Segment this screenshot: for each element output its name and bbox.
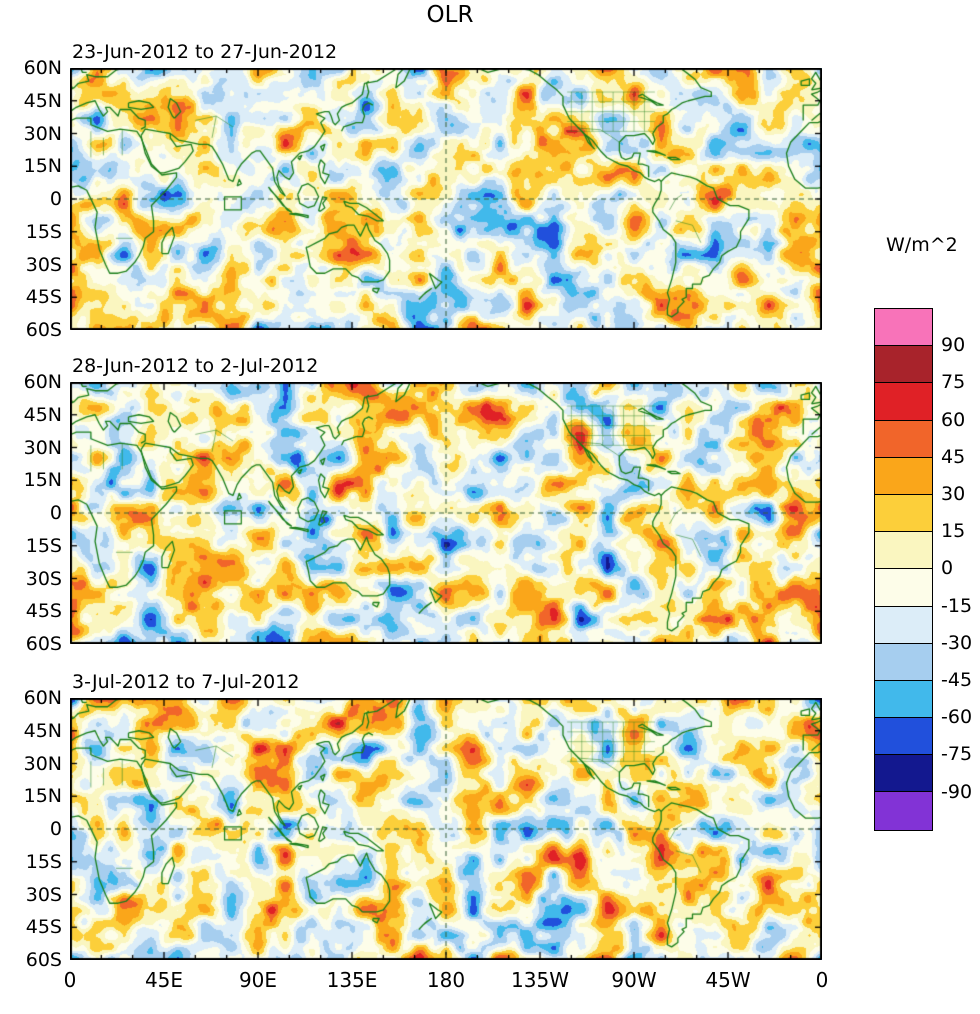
x-tick-label: 180: [426, 968, 466, 992]
y-tick-label: 60S: [25, 949, 62, 971]
y-tick-label: 45S: [25, 286, 62, 309]
y-tick-label: 0: [49, 502, 62, 524]
panel-title: 28-Jun-2012 to 2-Jul-2012: [72, 355, 319, 377]
y-tick-label: 60N: [23, 371, 62, 393]
colorbar-swatch: [875, 494, 932, 533]
colorbar-tick-label: 30: [941, 483, 966, 505]
y-tick-label: 15N: [23, 469, 62, 492]
x-tick-label: 90W: [611, 968, 657, 992]
y-tick-label: 30N: [23, 122, 62, 145]
x-tick-label: 135E: [326, 968, 378, 992]
figure-title: OLR: [426, 2, 474, 28]
y-tick-label: 15N: [23, 785, 62, 808]
colorbar-swatch: [875, 755, 932, 793]
y-tick-label: 60S: [25, 319, 62, 341]
colorbar-swatch: [875, 569, 932, 607]
y-tick-label: 45S: [25, 916, 62, 939]
y-tick-label: 15S: [25, 534, 62, 557]
colorbar-tick-label: -75: [941, 743, 973, 766]
colorbar-swatch: [875, 718, 932, 756]
colorbar-swatch: [875, 383, 932, 421]
y-tick-label: 60N: [23, 57, 62, 79]
colorbar-tick-label: -45: [941, 669, 973, 691]
colorbar-tick-label: 60: [941, 408, 966, 431]
x-tick-label: 135W: [511, 968, 569, 992]
colorbar-swatch: [875, 457, 932, 495]
x-tick-label: 90E: [238, 968, 278, 992]
x-tick-label: 45W: [705, 968, 751, 992]
colorbar-tick-label: -15: [941, 594, 973, 617]
colorbar-tick-label: -30: [941, 631, 973, 654]
y-tick-label: 30S: [25, 883, 62, 906]
y-tick-label: 60N: [23, 687, 62, 709]
colorbar-tick-label: 15: [941, 520, 966, 543]
y-tick-label: 15S: [25, 220, 62, 243]
panel-title: 3-Jul-2012 to 7-Jul-2012: [72, 671, 300, 693]
colorbar-swatch: [875, 532, 932, 570]
y-tick-label: 0: [49, 818, 62, 840]
y-tick-label: 15N: [23, 155, 62, 178]
colorbar-swatch: [875, 606, 932, 644]
colorbar-tick-label: 0: [941, 557, 954, 580]
colorbar-tick-label: -60: [941, 706, 973, 729]
colorbar-tick-label: 75: [941, 371, 966, 394]
colorbar-swatch: [875, 420, 932, 458]
y-tick-label: 60S: [25, 633, 62, 655]
map-canvas-1: [70, 68, 822, 330]
colorbar-swatches: [874, 308, 933, 831]
x-tick-label: 45E: [144, 968, 184, 992]
colorbar-swatch: [875, 680, 932, 719]
colorbar-tick-label: 45: [941, 445, 966, 468]
colorbar-tick-label: -90: [941, 780, 973, 803]
y-tick-label: 15S: [25, 850, 62, 873]
y-tick-label: 30N: [23, 752, 62, 775]
colorbar-tick-label: 90: [941, 334, 966, 357]
y-tick-label: 30S: [25, 567, 62, 590]
panel-title: 23-Jun-2012 to 27-Jun-2012: [72, 41, 338, 63]
y-tick-label: 45N: [23, 719, 62, 742]
colorbar-swatch: [875, 792, 932, 830]
y-tick-label: 45N: [23, 89, 62, 112]
y-tick-label: 30S: [25, 253, 62, 276]
colorbar-swatch: [875, 309, 932, 347]
y-tick-label: 45N: [23, 403, 62, 426]
colorbar-units-label: W/m^2: [886, 234, 958, 256]
map-canvas-3: [70, 698, 822, 960]
colorbar-swatch: [875, 643, 932, 681]
x-tick-label: 0: [815, 968, 829, 992]
map-canvas-2: [70, 382, 822, 644]
x-tick-label: 0: [63, 968, 77, 992]
y-tick-label: 0: [49, 188, 62, 210]
colorbar-swatch: [875, 346, 932, 384]
y-tick-label: 30N: [23, 436, 62, 459]
y-tick-label: 45S: [25, 600, 62, 623]
